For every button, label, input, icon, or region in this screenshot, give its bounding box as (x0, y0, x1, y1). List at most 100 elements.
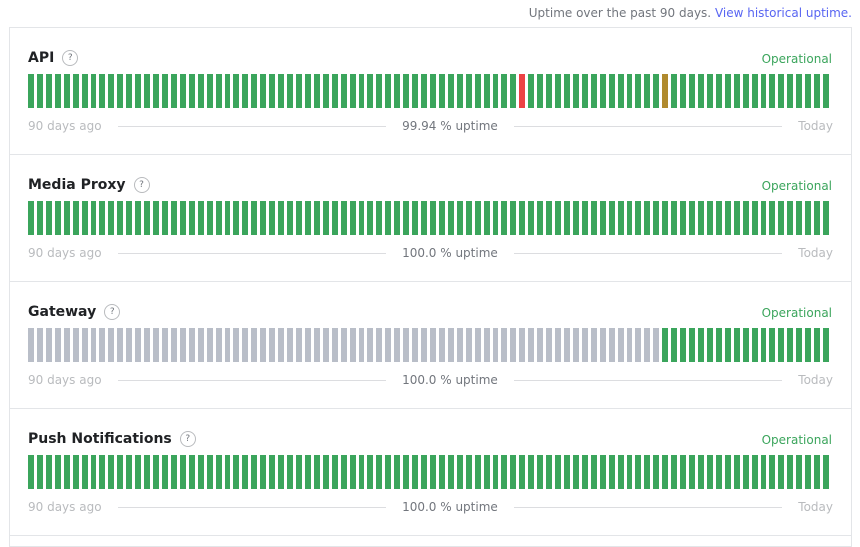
uptime-day-bar[interactable] (322, 328, 329, 362)
uptime-day-bar[interactable] (626, 328, 633, 362)
uptime-day-bar[interactable] (394, 328, 401, 362)
uptime-day-bar[interactable] (698, 201, 704, 235)
uptime-day-bar[interactable] (233, 455, 240, 489)
uptime-day-bar[interactable] (367, 455, 374, 489)
uptime-day-bar[interactable] (689, 328, 695, 362)
uptime-day-bar[interactable] (519, 455, 526, 489)
uptime-day-bar[interactable] (349, 74, 356, 108)
uptime-day-bar[interactable] (814, 455, 821, 489)
uptime-day-bar[interactable] (724, 201, 731, 235)
uptime-day-bar[interactable] (251, 455, 258, 489)
uptime-day-bar[interactable] (715, 201, 722, 235)
uptime-day-bar[interactable] (126, 328, 133, 362)
uptime-day-bar[interactable] (170, 455, 177, 489)
uptime-day-bar[interactable] (644, 74, 651, 108)
uptime-day-bar[interactable] (72, 74, 79, 108)
history-link[interactable]: View historical uptime. (714, 6, 852, 20)
uptime-day-bar[interactable] (188, 455, 195, 489)
uptime-day-bar[interactable] (555, 74, 561, 108)
uptime-day-bar[interactable] (581, 328, 588, 362)
uptime-day-bar[interactable] (108, 201, 115, 235)
uptime-day-bar[interactable] (269, 455, 276, 489)
uptime-day-bar[interactable] (733, 201, 740, 235)
uptime-day-bar[interactable] (635, 74, 642, 108)
uptime-day-bar[interactable] (447, 74, 454, 108)
uptime-day-bar[interactable] (45, 328, 52, 362)
uptime-day-bar[interactable] (689, 74, 695, 108)
uptime-day-bar[interactable] (787, 455, 794, 489)
uptime-day-bar[interactable] (438, 201, 445, 235)
uptime-day-bar[interactable] (126, 201, 133, 235)
uptime-day-bar[interactable] (313, 74, 320, 108)
uptime-day-bar[interactable] (349, 455, 356, 489)
uptime-day-bar[interactable] (671, 201, 678, 235)
uptime-day-bar[interactable] (474, 201, 481, 235)
uptime-day-bar[interactable] (778, 74, 785, 108)
uptime-day-bar[interactable] (572, 74, 579, 108)
uptime-day-bar[interactable] (555, 328, 561, 362)
uptime-day-bar[interactable] (572, 201, 579, 235)
uptime-day-bar[interactable] (680, 201, 687, 235)
uptime-day-bar[interactable] (492, 201, 499, 235)
uptime-day-bar[interactable] (724, 74, 731, 108)
uptime-day-bar[interactable] (28, 455, 34, 489)
uptime-day-bar[interactable] (608, 455, 615, 489)
uptime-day-bar[interactable] (170, 201, 177, 235)
uptime-day-bar[interactable] (358, 201, 365, 235)
uptime-day-bar[interactable] (117, 74, 124, 108)
uptime-day-bar[interactable] (698, 455, 704, 489)
uptime-day-bar[interactable] (456, 455, 463, 489)
uptime-day-bar[interactable] (304, 201, 311, 235)
uptime-day-bar[interactable] (706, 328, 713, 362)
uptime-day-bar[interactable] (412, 74, 419, 108)
uptime-day-bar[interactable] (671, 328, 678, 362)
uptime-day-bar[interactable] (653, 455, 660, 489)
uptime-day-bar[interactable] (662, 328, 669, 362)
uptime-day-bar[interactable] (706, 74, 713, 108)
uptime-day-bar[interactable] (599, 74, 606, 108)
uptime-day-bar[interactable] (287, 455, 293, 489)
uptime-day-bar[interactable] (599, 455, 606, 489)
uptime-day-bar[interactable] (260, 328, 267, 362)
uptime-day-bar[interactable] (162, 201, 168, 235)
uptime-day-bar[interactable] (662, 455, 669, 489)
uptime-day-bar[interactable] (671, 74, 678, 108)
uptime-day-bar[interactable] (483, 201, 490, 235)
uptime-day-bar[interactable] (278, 328, 285, 362)
uptime-day-bar[interactable] (126, 74, 133, 108)
uptime-day-bar[interactable] (689, 201, 695, 235)
uptime-day-bar[interactable] (224, 74, 231, 108)
uptime-day-bar[interactable] (519, 74, 526, 108)
uptime-day-bar[interactable] (394, 74, 401, 108)
uptime-day-bar[interactable] (117, 328, 124, 362)
uptime-day-bar[interactable] (28, 328, 34, 362)
uptime-day-bar[interactable] (108, 455, 115, 489)
uptime-day-bar[interactable] (99, 74, 106, 108)
uptime-day-bar[interactable] (206, 455, 213, 489)
uptime-day-bar[interactable] (438, 328, 445, 362)
uptime-day-bar[interactable] (367, 74, 374, 108)
uptime-day-bar[interactable] (287, 328, 293, 362)
uptime-day-bar[interactable] (215, 74, 222, 108)
uptime-day-bar[interactable] (724, 328, 731, 362)
uptime-day-bar[interactable] (742, 455, 749, 489)
uptime-day-bar[interactable] (742, 201, 749, 235)
uptime-day-bar[interactable] (304, 74, 311, 108)
uptime-day-bar[interactable] (760, 455, 767, 489)
uptime-day-bar[interactable] (787, 328, 794, 362)
uptime-day-bar[interactable] (188, 201, 195, 235)
uptime-day-bar[interactable] (590, 455, 597, 489)
uptime-day-bar[interactable] (662, 74, 669, 108)
uptime-day-bar[interactable] (483, 74, 490, 108)
uptime-day-bar[interactable] (28, 74, 34, 108)
uptime-day-bar[interactable] (412, 201, 419, 235)
uptime-day-bar[interactable] (465, 201, 472, 235)
uptime-day-bar[interactable] (36, 74, 43, 108)
uptime-day-bar[interactable] (519, 201, 526, 235)
uptime-day-bar[interactable] (304, 328, 311, 362)
uptime-day-bar[interactable] (715, 455, 722, 489)
uptime-day-bar[interactable] (72, 201, 79, 235)
uptime-day-bar[interactable] (706, 455, 713, 489)
uptime-day-bar[interactable] (483, 328, 490, 362)
uptime-day-bar[interactable] (483, 455, 490, 489)
